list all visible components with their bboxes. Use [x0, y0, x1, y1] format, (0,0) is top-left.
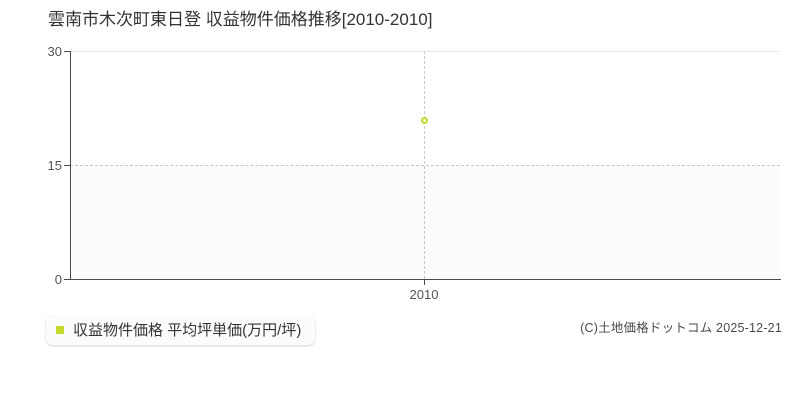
y-tick-label-0: 0 — [54, 272, 62, 287]
y-tick-mark-15 — [64, 165, 71, 166]
gridline-x-2010 — [424, 51, 425, 279]
gridline-y-30 — [70, 51, 780, 52]
y-tick-mark-30 — [64, 51, 71, 52]
legend-label: 収益物件価格 平均坪単価(万円/坪) — [73, 321, 302, 339]
legend-swatch-icon — [56, 326, 64, 334]
x-tick-mark-2010 — [424, 279, 425, 285]
x-tick-label-2010: 2010 — [409, 287, 439, 302]
y-tick-label-15: 15 — [47, 158, 62, 173]
y-tick-mark-0 — [64, 279, 71, 280]
credit-text: (C)土地価格ドットコム 2025-12-21 — [580, 321, 782, 335]
x-axis-line — [70, 279, 781, 280]
chart-title: 雲南市木次町東日登 収益物件価格推移[2010-2010] — [48, 10, 433, 29]
plot-background-tint — [70, 165, 780, 279]
y-tick-label-30: 30 — [47, 44, 62, 59]
chart-legend[interactable]: 収益物件価格 平均坪単価(万円/坪) — [46, 315, 316, 345]
plot-area — [70, 51, 780, 279]
gridline-y-15 — [70, 165, 780, 166]
